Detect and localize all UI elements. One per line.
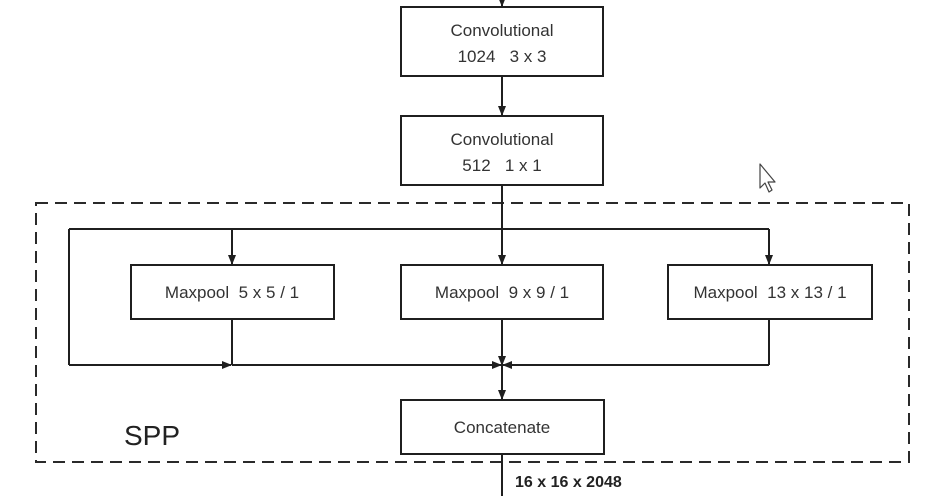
conv-1024-params: 1024 3 x 3 xyxy=(458,47,547,66)
maxpool-9-node: Maxpool 9 x 9 / 1 xyxy=(400,264,604,320)
concatenate-node: Concatenate xyxy=(400,399,605,455)
conv-1024-title: Convolutional xyxy=(450,21,553,40)
maxpool-5-label: Maxpool 5 x 5 / 1 xyxy=(165,283,299,302)
conv-512-title: Convolutional xyxy=(450,130,553,149)
maxpool-13-node: Maxpool 13 x 13 / 1 xyxy=(667,264,873,320)
maxpool-5-node: Maxpool 5 x 5 / 1 xyxy=(130,264,335,320)
conv-512-params: 512 1 x 1 xyxy=(462,156,541,175)
spp-group-label: SPP xyxy=(124,420,180,451)
maxpool-13-label: Maxpool 13 x 13 / 1 xyxy=(693,283,846,302)
mouse-cursor-icon xyxy=(759,163,776,193)
maxpool-9-label: Maxpool 9 x 9 / 1 xyxy=(435,283,569,302)
output-dims-label: 16 x 16 x 2048 xyxy=(515,474,622,491)
spp-group-border xyxy=(35,202,910,463)
concatenate-label: Concatenate xyxy=(454,418,550,437)
conv-512-node: Convolutional 512 1 x 1 xyxy=(400,115,604,186)
conv-1024-node: Convolutional 1024 3 x 3 xyxy=(400,6,604,77)
